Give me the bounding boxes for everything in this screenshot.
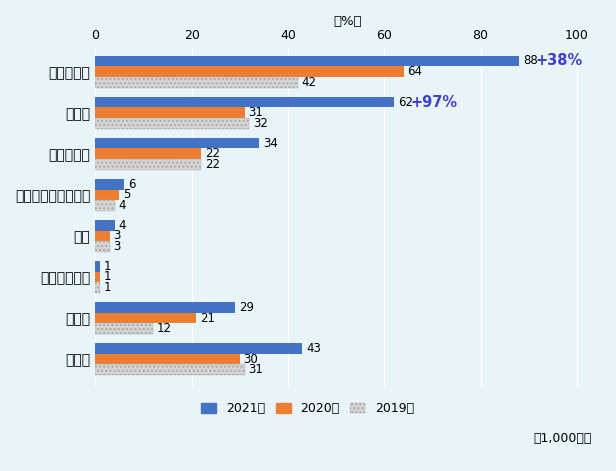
Bar — [95, 200, 115, 211]
Text: 4: 4 — [118, 219, 126, 232]
Text: 6: 6 — [128, 178, 136, 191]
Text: 34: 34 — [263, 137, 278, 150]
Text: 30: 30 — [243, 353, 258, 365]
Text: （1,000台）: （1,000台） — [533, 432, 591, 445]
Text: +38%: +38% — [536, 54, 583, 68]
X-axis label: （%）: （%） — [334, 15, 362, 28]
Bar — [95, 354, 240, 365]
Text: 22: 22 — [205, 158, 220, 171]
Legend: 2021年, 2020年, 2019年: 2021年, 2020年, 2019年 — [197, 397, 419, 420]
Text: +97%: +97% — [411, 95, 458, 110]
Bar — [95, 313, 197, 324]
Text: 43: 43 — [306, 342, 321, 355]
Text: 1: 1 — [104, 270, 111, 284]
Bar — [95, 77, 298, 88]
Text: 3: 3 — [113, 240, 121, 253]
Text: 1: 1 — [104, 281, 111, 294]
Text: 31: 31 — [248, 106, 263, 119]
Bar — [95, 220, 115, 231]
Text: 42: 42 — [301, 76, 317, 89]
Text: 29: 29 — [239, 301, 254, 314]
Text: 88: 88 — [523, 55, 538, 67]
Bar — [95, 231, 110, 241]
Text: 22: 22 — [205, 147, 220, 160]
Text: 12: 12 — [157, 322, 172, 335]
Bar — [95, 241, 110, 252]
Bar — [95, 343, 302, 354]
Text: 3: 3 — [113, 229, 121, 243]
Text: 32: 32 — [253, 117, 268, 130]
Bar — [95, 107, 245, 118]
Text: 5: 5 — [123, 188, 131, 201]
Bar — [95, 282, 100, 293]
Bar — [95, 56, 519, 66]
Bar — [95, 66, 403, 77]
Text: 21: 21 — [200, 311, 215, 325]
Bar — [95, 148, 201, 159]
Text: 4: 4 — [118, 199, 126, 212]
Text: 64: 64 — [407, 65, 423, 78]
Bar — [95, 179, 124, 189]
Bar — [95, 159, 201, 170]
Bar — [95, 302, 235, 313]
Bar — [95, 261, 100, 272]
Bar — [95, 138, 259, 148]
Bar — [95, 365, 245, 375]
Text: 31: 31 — [248, 363, 263, 376]
Bar — [95, 189, 120, 200]
Bar — [95, 272, 100, 282]
Bar — [95, 324, 153, 334]
Bar — [95, 118, 249, 129]
Text: 62: 62 — [398, 96, 413, 108]
Bar — [95, 97, 394, 107]
Text: 1: 1 — [104, 260, 111, 273]
